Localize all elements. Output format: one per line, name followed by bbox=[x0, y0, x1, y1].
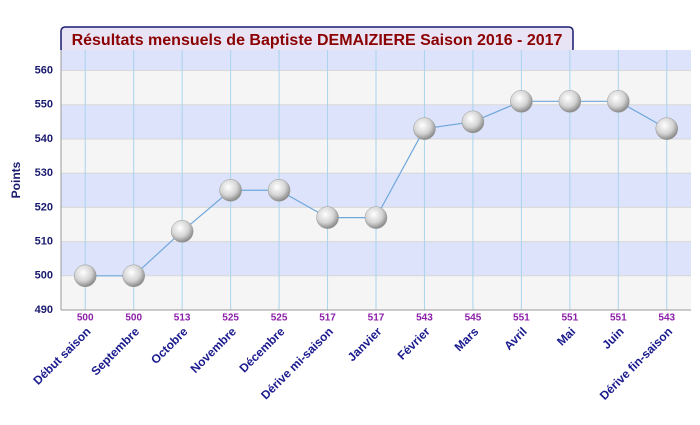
x-tick-label: Mars bbox=[452, 324, 482, 354]
y-tick-label: 490 bbox=[35, 304, 53, 316]
value-label: 517 bbox=[368, 313, 385, 324]
value-label: 513 bbox=[174, 313, 191, 324]
x-tick-label: Décembre bbox=[237, 324, 288, 375]
value-label: 525 bbox=[222, 313, 239, 324]
x-tick-label: Avril bbox=[501, 324, 529, 352]
value-label: 500 bbox=[125, 313, 142, 324]
data-point bbox=[122, 264, 145, 288]
y-tick-label: 520 bbox=[35, 201, 53, 213]
x-tick-label: Mai bbox=[554, 324, 578, 348]
value-label: 517 bbox=[319, 313, 336, 324]
x-tick-label: Septembre bbox=[88, 324, 142, 378]
x-tick-label: Juin bbox=[599, 324, 626, 351]
value-label: 551 bbox=[610, 313, 627, 324]
value-label: 500 bbox=[77, 313, 94, 324]
data-point bbox=[558, 90, 582, 113]
data-point bbox=[219, 179, 242, 202]
y-tick-label: 500 bbox=[35, 270, 53, 282]
x-tick-label: Début saison bbox=[30, 324, 93, 387]
y-tick-label: 540 bbox=[35, 133, 53, 145]
value-label: 525 bbox=[271, 313, 288, 324]
chart-title: Résultats mensuels de Baptiste DEMAIZIER… bbox=[72, 32, 563, 49]
data-point bbox=[170, 220, 194, 243]
x-tick-label: Novembre bbox=[188, 324, 240, 376]
value-label: 551 bbox=[513, 313, 530, 324]
y-tick-label: 530 bbox=[35, 167, 53, 179]
data-point bbox=[655, 117, 679, 140]
y-tick-label: 560 bbox=[35, 64, 53, 76]
value-label: 543 bbox=[658, 313, 675, 324]
data-point bbox=[364, 206, 388, 229]
y-tick-label: 510 bbox=[35, 235, 53, 247]
value-label: 543 bbox=[416, 313, 433, 324]
data-point bbox=[73, 264, 97, 288]
data-point bbox=[267, 179, 291, 202]
x-tick-label: Janvier bbox=[345, 324, 385, 364]
y-axis-label: Points bbox=[9, 161, 23, 198]
data-point bbox=[607, 90, 630, 113]
value-label: 545 bbox=[465, 313, 482, 324]
data-point bbox=[316, 206, 339, 229]
data-point bbox=[461, 110, 485, 134]
x-tick-label: Octobre bbox=[148, 324, 191, 367]
x-tick-label: Février bbox=[395, 324, 433, 362]
data-point bbox=[510, 90, 533, 113]
y-tick-label: 550 bbox=[35, 99, 53, 111]
value-label: 551 bbox=[562, 313, 579, 324]
data-point bbox=[413, 117, 436, 140]
